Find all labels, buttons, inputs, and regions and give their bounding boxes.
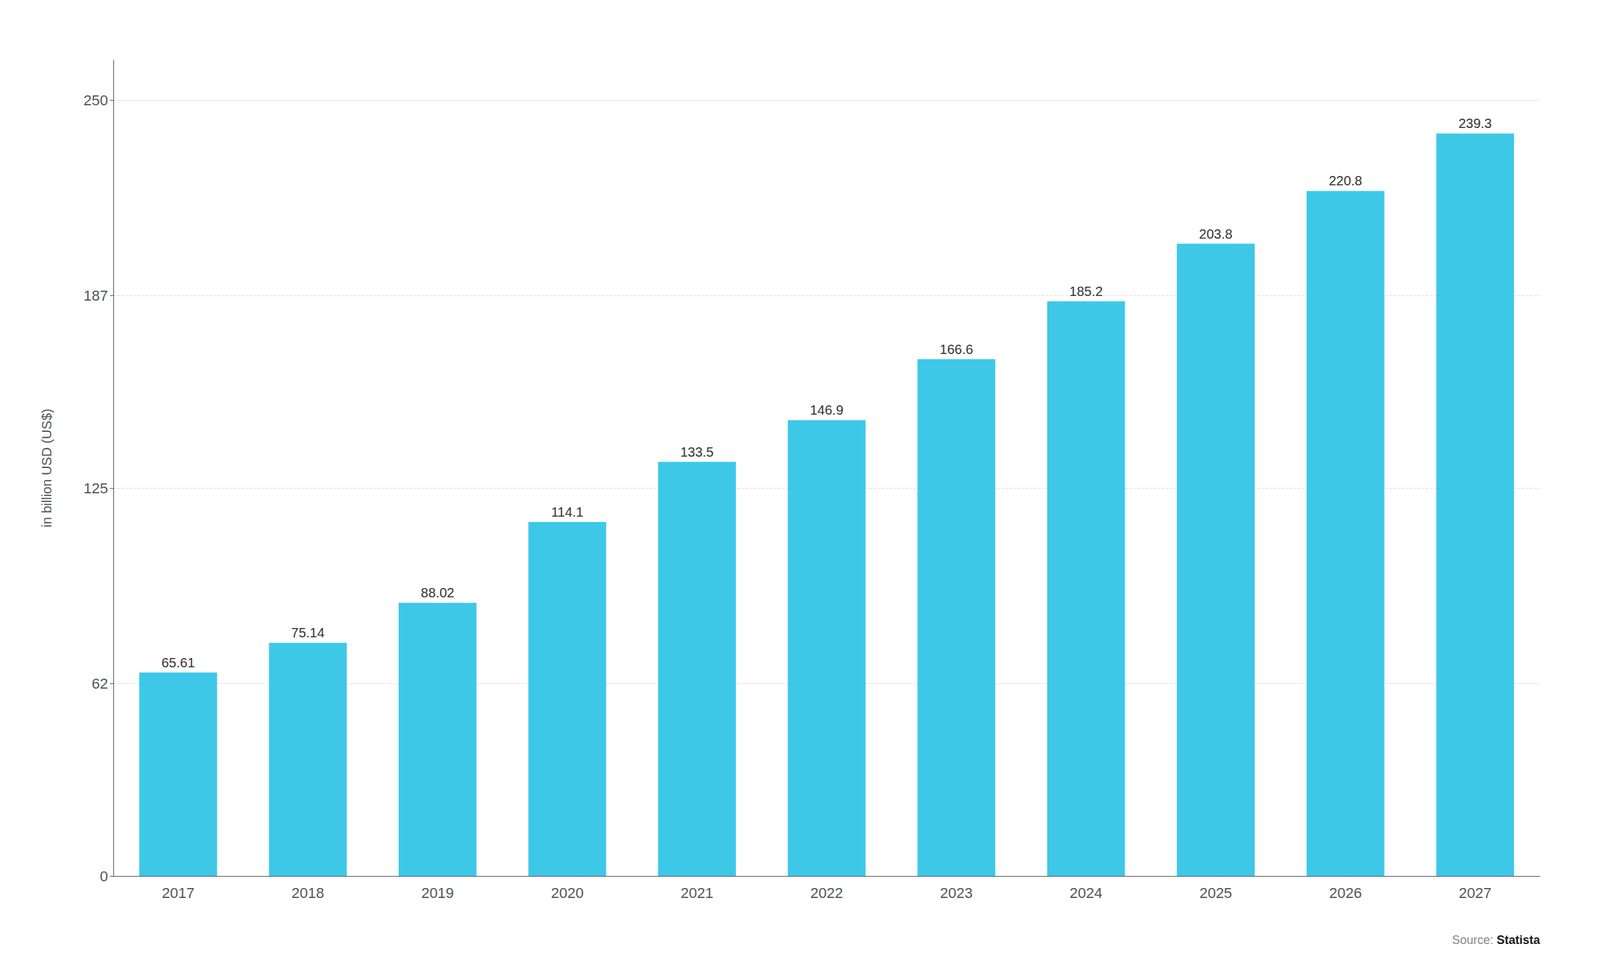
svg-text:2023: 2023 bbox=[940, 884, 973, 902]
svg-text:2019: 2019 bbox=[421, 884, 454, 902]
svg-text:2024: 2024 bbox=[1070, 884, 1103, 902]
svg-text:187: 187 bbox=[83, 287, 108, 304]
svg-text:65.61: 65.61 bbox=[161, 655, 195, 670]
svg-text:2017: 2017 bbox=[162, 884, 195, 902]
svg-text:146.9: 146.9 bbox=[810, 402, 844, 418]
svg-text:2020: 2020 bbox=[550, 884, 584, 902]
svg-text:2025: 2025 bbox=[1199, 884, 1232, 902]
svg-text:Source:: Source: bbox=[1452, 933, 1497, 947]
svg-text:250: 250 bbox=[83, 92, 108, 109]
svg-text:125: 125 bbox=[83, 480, 108, 497]
svg-text:62: 62 bbox=[92, 675, 108, 692]
svg-text:114.1: 114.1 bbox=[551, 504, 584, 520]
svg-text:0: 0 bbox=[100, 868, 108, 885]
svg-text:185.2: 185.2 bbox=[1069, 284, 1103, 299]
svg-text:2022: 2022 bbox=[810, 884, 844, 902]
svg-text:166.6: 166.6 bbox=[940, 342, 974, 357]
svg-text:2018: 2018 bbox=[291, 884, 324, 902]
svg-text:2021: 2021 bbox=[680, 884, 714, 902]
svg-text:75.14: 75.14 bbox=[291, 625, 325, 640]
svg-text:220.8: 220.8 bbox=[1328, 173, 1362, 188]
svg-text:in billion USD (US$): in billion USD (US$) bbox=[39, 408, 54, 528]
svg-text:239.3: 239.3 bbox=[1458, 116, 1492, 131]
svg-text:2027: 2027 bbox=[1458, 884, 1492, 902]
svg-text:203.8: 203.8 bbox=[1199, 226, 1233, 242]
svg-text:2026: 2026 bbox=[1329, 884, 1362, 902]
svg-text:Statista: Statista bbox=[1496, 933, 1541, 947]
svg-text:133.5: 133.5 bbox=[680, 444, 714, 460]
svg-text:88.02: 88.02 bbox=[420, 585, 454, 600]
